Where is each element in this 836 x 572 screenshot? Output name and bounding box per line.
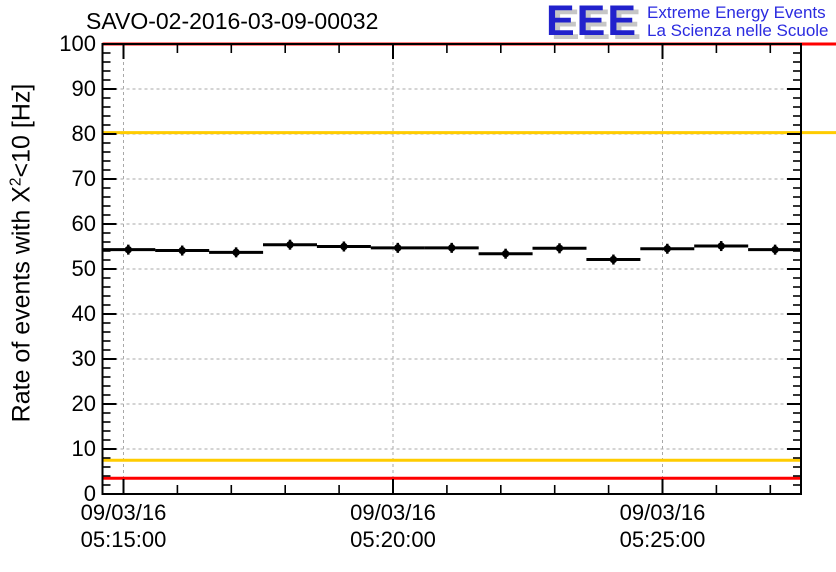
- data-point: [555, 244, 564, 252]
- y-tick-label: 20: [71, 391, 96, 416]
- x-tick-time: 05:25:00: [619, 527, 706, 552]
- x-tick-label: 09/03/16 05:15:00: [49, 499, 199, 553]
- x-tick-date: 09/03/16: [350, 500, 436, 525]
- data-point: [717, 242, 725, 250]
- y-axis-title-sup: 2: [7, 177, 25, 187]
- y-tick-label: 100: [59, 31, 96, 56]
- x-tick-label: 09/03/16 05:25:00: [588, 499, 738, 553]
- y-axis-title: Rate of events with X2<10 [Hz]: [7, 84, 36, 423]
- data-point: [178, 246, 186, 255]
- y-tick-label: 70: [71, 166, 96, 191]
- y-tick-label: 0: [83, 481, 96, 506]
- y-tick-label: 60: [71, 211, 96, 236]
- data-point: [448, 244, 456, 252]
- data-point: [771, 245, 779, 254]
- eee-logo-acronym: EEE: [546, 0, 639, 45]
- eee-logo-text: Extreme Energy Events La Scienza nelle S…: [647, 4, 828, 40]
- eee-logo: EEE Extreme Energy Events La Scienza nel…: [546, 0, 829, 43]
- data-point: [501, 250, 510, 258]
- y-tick-label: 80: [71, 121, 96, 146]
- y-tick-label: 10: [71, 436, 96, 461]
- y-tick-label: 90: [71, 76, 96, 101]
- y-tick-label: 50: [71, 256, 96, 281]
- x-tick-date: 09/03/16: [619, 500, 706, 525]
- data-point: [124, 245, 132, 254]
- y-tick-label: 30: [71, 346, 96, 371]
- eee-logo-line1: Extreme Energy Events: [647, 3, 826, 22]
- data-point: [232, 248, 240, 257]
- chart-title: SAVO-02-2016-03-09-00032: [86, 8, 379, 34]
- eee-logo-line2: La Scienza nelle Scuole: [647, 21, 829, 40]
- y-axis-title-post: <10 [Hz]: [7, 83, 36, 178]
- x-tick-time: 05:20:00: [350, 527, 436, 552]
- data-point: [340, 242, 348, 251]
- data-point: [286, 241, 294, 249]
- data-point: [609, 255, 618, 264]
- y-axis-title-pre: Rate of events with X: [7, 186, 36, 423]
- data-point: [394, 244, 402, 252]
- x-tick-time: 05:15:00: [80, 527, 167, 552]
- x-tick-date: 09/03/16: [80, 500, 167, 525]
- x-tick-label: 09/03/16 05:20:00: [318, 499, 468, 553]
- data-point: [663, 245, 671, 253]
- y-tick-label: 40: [71, 301, 96, 326]
